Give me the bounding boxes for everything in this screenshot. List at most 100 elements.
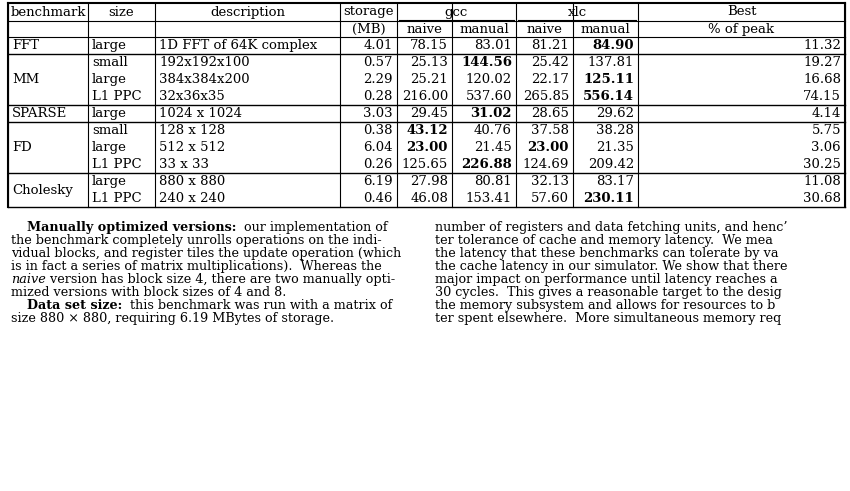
Text: gcc: gcc <box>445 5 468 19</box>
Text: 21.45: 21.45 <box>474 141 512 154</box>
Text: 74.15: 74.15 <box>803 90 841 103</box>
Text: manual: manual <box>581 23 631 35</box>
Text: 28.65: 28.65 <box>531 107 569 120</box>
Text: 230.11: 230.11 <box>583 192 634 205</box>
Text: 83.17: 83.17 <box>596 175 634 188</box>
Text: 1D FFT of 64K complex: 1D FFT of 64K complex <box>159 39 317 52</box>
Text: Data set size:: Data set size: <box>27 299 122 312</box>
Text: 31.02: 31.02 <box>471 107 512 120</box>
Text: 0.57: 0.57 <box>364 56 393 69</box>
Text: major impact on performance until latency reaches a: major impact on performance until latenc… <box>435 273 778 286</box>
Text: large: large <box>92 141 127 154</box>
Text: storage: storage <box>343 4 394 18</box>
Text: L1 PPC: L1 PPC <box>92 158 142 171</box>
Text: 240 x 240: 240 x 240 <box>159 192 225 205</box>
Text: 124.69: 124.69 <box>523 158 569 171</box>
Text: 2.29: 2.29 <box>364 73 393 86</box>
Text: 192x192x100: 192x192x100 <box>159 56 250 69</box>
Text: 216.00: 216.00 <box>402 90 448 103</box>
Text: 512 x 512: 512 x 512 <box>159 141 225 154</box>
Text: 5.75: 5.75 <box>812 124 841 137</box>
Text: 226.88: 226.88 <box>462 158 512 171</box>
Text: 43.12: 43.12 <box>406 124 448 137</box>
Text: ter spent elsewhere.  More simultaneous memory req: ter spent elsewhere. More simultaneous m… <box>435 312 781 325</box>
Text: (MB): (MB) <box>352 23 385 35</box>
Text: 265.85: 265.85 <box>523 90 569 103</box>
Text: the benchmark completely unrolls operations on the indi-: the benchmark completely unrolls operati… <box>11 234 382 247</box>
Text: 83.01: 83.01 <box>474 39 512 52</box>
Text: SPARSE: SPARSE <box>12 107 67 120</box>
Text: 4.14: 4.14 <box>812 107 841 120</box>
Text: naive: naive <box>11 273 46 286</box>
Text: 32.13: 32.13 <box>531 175 569 188</box>
Text: 144.56: 144.56 <box>461 56 512 69</box>
Text: 23.00: 23.00 <box>528 141 569 154</box>
Text: % of peak: % of peak <box>708 23 774 35</box>
Text: the cache latency in our simulator. We show that there: the cache latency in our simulator. We s… <box>435 260 787 273</box>
Text: naive: naive <box>406 23 443 35</box>
Text: large: large <box>92 175 127 188</box>
Text: 19.27: 19.27 <box>803 56 841 69</box>
Text: this benchmark was run with a matrix of: this benchmark was run with a matrix of <box>122 299 393 312</box>
Text: 6.19: 6.19 <box>363 175 393 188</box>
Text: 40.76: 40.76 <box>474 124 512 137</box>
Text: 46.08: 46.08 <box>410 192 448 205</box>
Text: 57.60: 57.60 <box>531 192 569 205</box>
Text: 25.13: 25.13 <box>410 56 448 69</box>
Text: FFT: FFT <box>12 39 39 52</box>
Text: small: small <box>92 124 128 137</box>
Text: description: description <box>210 5 285 19</box>
Text: 1024 x 1024: 1024 x 1024 <box>159 107 242 120</box>
Text: 3.03: 3.03 <box>363 107 393 120</box>
Text: the memory subsystem and allows for resources to b: the memory subsystem and allows for reso… <box>435 299 775 312</box>
Text: 32x36x35: 32x36x35 <box>159 90 224 103</box>
Text: manual: manual <box>459 23 509 35</box>
Text: ter tolerance of cache and memory latency.  We mea: ter tolerance of cache and memory latenc… <box>435 234 773 247</box>
Text: Best: Best <box>727 4 756 18</box>
Text: 21.35: 21.35 <box>596 141 634 154</box>
Text: 120.02: 120.02 <box>466 73 512 86</box>
Text: 0.26: 0.26 <box>364 158 393 171</box>
Text: 25.42: 25.42 <box>531 56 569 69</box>
Text: 29.45: 29.45 <box>410 107 448 120</box>
Text: 880 x 880: 880 x 880 <box>159 175 225 188</box>
Text: xlc: xlc <box>568 5 586 19</box>
Text: 22.17: 22.17 <box>531 73 569 86</box>
Text: 11.32: 11.32 <box>803 39 841 52</box>
Text: large: large <box>92 39 127 52</box>
Text: 30 cycles.  This gives a reasonable target to the desig: 30 cycles. This gives a reasonable targe… <box>435 286 782 299</box>
Text: 209.42: 209.42 <box>587 158 634 171</box>
Text: 23.00: 23.00 <box>406 141 448 154</box>
Text: 25.21: 25.21 <box>411 73 448 86</box>
Text: vidual blocks, and register tiles the update operation (which: vidual blocks, and register tiles the up… <box>11 247 401 260</box>
Text: 33 x 33: 33 x 33 <box>159 158 209 171</box>
Text: our implementation of: our implementation of <box>236 221 388 234</box>
Text: 30.68: 30.68 <box>803 192 841 205</box>
Text: 3.06: 3.06 <box>812 141 841 154</box>
Text: 0.38: 0.38 <box>364 124 393 137</box>
Text: 153.41: 153.41 <box>466 192 512 205</box>
Text: 27.98: 27.98 <box>410 175 448 188</box>
Text: large: large <box>92 73 127 86</box>
Text: mized versions with block sizes of 4 and 8.: mized versions with block sizes of 4 and… <box>11 286 286 299</box>
Text: Manually optimized versions:: Manually optimized versions: <box>27 221 236 234</box>
Text: small: small <box>92 56 128 69</box>
Text: L1 PPC: L1 PPC <box>92 90 142 103</box>
Text: the latency that these benchmarks can tolerate by va: the latency that these benchmarks can to… <box>435 247 779 260</box>
Text: 37.58: 37.58 <box>531 124 569 137</box>
Text: MM: MM <box>12 73 39 86</box>
Text: 84.90: 84.90 <box>592 39 634 52</box>
Text: 11.08: 11.08 <box>803 175 841 188</box>
Text: 137.81: 137.81 <box>587 56 634 69</box>
Text: 4.01: 4.01 <box>364 39 393 52</box>
Text: 80.81: 80.81 <box>474 175 512 188</box>
Text: 78.15: 78.15 <box>410 39 448 52</box>
Text: size: size <box>109 5 134 19</box>
Text: 29.62: 29.62 <box>596 107 634 120</box>
Text: 6.04: 6.04 <box>364 141 393 154</box>
Text: naive: naive <box>526 23 563 35</box>
Text: 125.65: 125.65 <box>402 158 448 171</box>
Text: 30.25: 30.25 <box>803 158 841 171</box>
Text: 384x384x200: 384x384x200 <box>159 73 250 86</box>
Text: benchmark: benchmark <box>10 5 86 19</box>
